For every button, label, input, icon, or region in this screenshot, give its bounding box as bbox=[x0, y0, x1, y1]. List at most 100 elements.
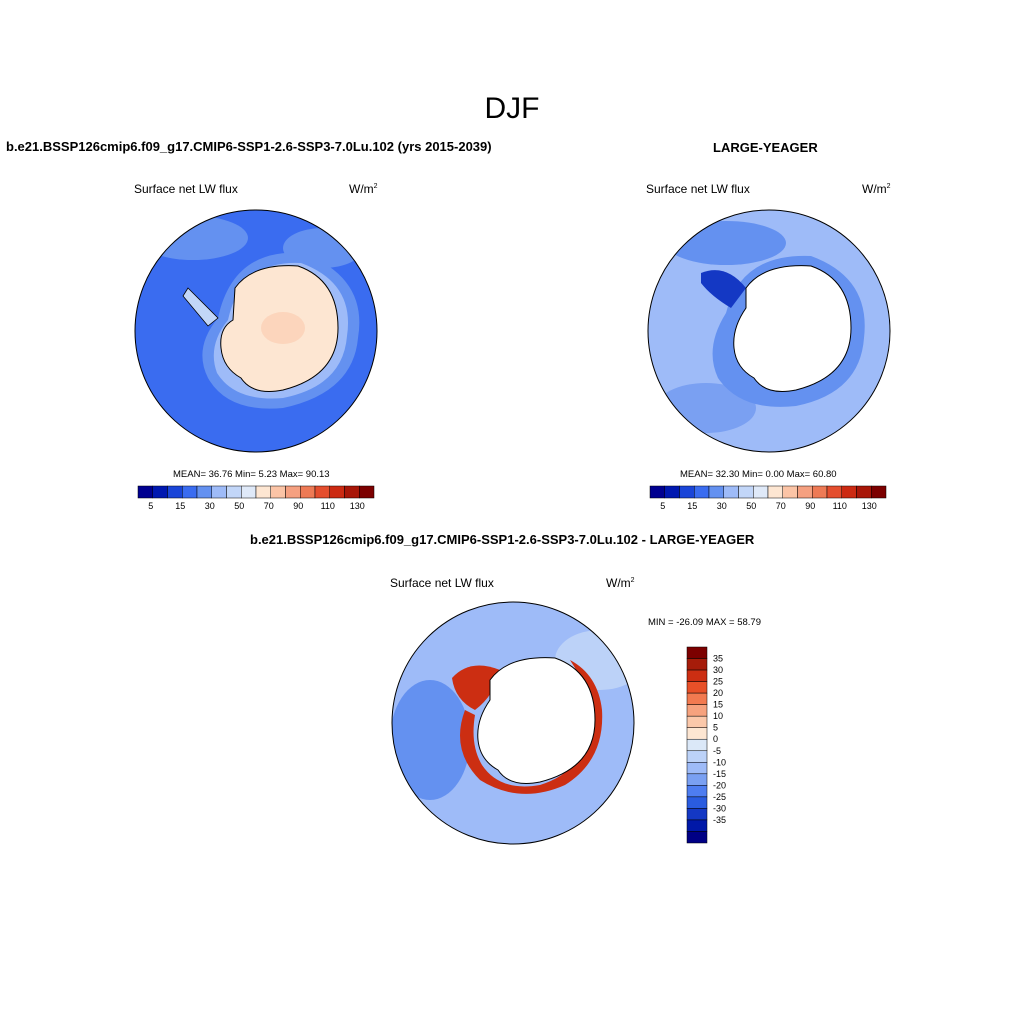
panel2-colorbar-swatch bbox=[812, 485, 828, 499]
panel2-colorbar-label: 30 bbox=[717, 501, 727, 511]
panel3-colorbar-label: -30 bbox=[713, 803, 726, 813]
panel1-units-label: W/m2 bbox=[349, 182, 378, 196]
panel3-colorbar-swatch bbox=[686, 762, 708, 775]
panel1-stats: MEAN= 36.76 Min= 5.23 Max= 90.13 bbox=[173, 469, 330, 480]
panel2-colorbar-swatch bbox=[753, 485, 769, 499]
panel1-colorbar-swatch bbox=[329, 485, 345, 499]
panel2-units-label: W/m2 bbox=[862, 182, 891, 196]
panel1-colorbar-swatch bbox=[270, 485, 286, 499]
panel3-colorbar-swatch bbox=[686, 773, 708, 786]
panel3-colorbar-label: -20 bbox=[713, 780, 726, 790]
panel3-colorbar-swatch bbox=[686, 692, 708, 705]
panel3-colorbar-label: 5 bbox=[713, 723, 718, 733]
panel1-map bbox=[134, 209, 378, 453]
panel2-stats: MEAN= 32.30 Min= 0.00 Max= 60.80 bbox=[680, 469, 837, 480]
panel2-variable-label: Surface net LW flux bbox=[646, 182, 750, 196]
panel3-variable-label: Surface net LW flux bbox=[390, 576, 494, 590]
panel2-title: LARGE-YEAGER bbox=[713, 140, 818, 155]
panel3-ocean-patch bbox=[392, 680, 470, 800]
panel1-ocean-patch bbox=[138, 216, 248, 260]
panel1-colorbar-label: 50 bbox=[234, 501, 244, 511]
panel3-colorbar-label: 15 bbox=[713, 700, 723, 710]
panel1-colorbar-swatch bbox=[152, 485, 168, 499]
panel1-colorbar-swatch bbox=[344, 485, 360, 499]
panel3-colorbar-swatch bbox=[686, 704, 708, 717]
panel3-colorbar-swatch bbox=[686, 669, 708, 682]
panel3-antarctica bbox=[477, 657, 596, 784]
panel1-colorbar-swatch bbox=[226, 485, 242, 499]
panel2-colorbar-swatch bbox=[694, 485, 710, 499]
panel2-colorbar-swatch bbox=[767, 485, 783, 499]
panel3-stats: MIN = -26.09 MAX = 58.79 bbox=[648, 617, 762, 628]
panel3-colorbar-swatch bbox=[686, 658, 708, 671]
panel2-antarctica bbox=[733, 265, 852, 392]
panel3-colorbar-label: 20 bbox=[713, 688, 723, 698]
panel2-ocean-patch bbox=[666, 221, 786, 265]
panel3-colorbar-swatch bbox=[686, 785, 708, 798]
panel1-colorbar-swatch bbox=[182, 485, 198, 499]
panel2-colorbar-swatch bbox=[797, 485, 813, 499]
panel3-map-border bbox=[391, 601, 635, 845]
panel2-colorbar-label: 50 bbox=[746, 501, 756, 511]
panel2-colorbar-swatch bbox=[856, 485, 872, 499]
panel1-colorbar-swatch bbox=[196, 485, 212, 499]
panel3-colorbar-label: 0 bbox=[713, 734, 718, 744]
panel2-colorbar-swatch bbox=[782, 485, 798, 499]
panel2-colorbar-swatch bbox=[871, 485, 887, 499]
panel2-colorbar-label: 15 bbox=[687, 501, 697, 511]
panel1-variable-label: Surface net LW flux bbox=[134, 182, 238, 196]
panel2-colorbar-swatch bbox=[679, 485, 695, 499]
panel3-colorbar-swatch bbox=[686, 831, 708, 844]
panel3-colorbar-swatch bbox=[686, 646, 708, 659]
panel3-colorbar-label: 10 bbox=[713, 711, 723, 721]
panel3-units-label: W/m2 bbox=[606, 576, 635, 590]
panel2-colorbar-label: 70 bbox=[776, 501, 786, 511]
panel3-colorbar-swatch bbox=[686, 808, 708, 821]
panel1-colorbar-swatch bbox=[359, 485, 375, 499]
panel3-colorbar-swatch bbox=[686, 738, 708, 752]
panel3-colorbar-label: 25 bbox=[713, 677, 723, 687]
panel2-map-border bbox=[647, 209, 891, 453]
panel3-colorbar-label: 35 bbox=[713, 654, 723, 664]
panel1-colorbar-label: 30 bbox=[205, 501, 215, 511]
panel1-map-border bbox=[134, 209, 378, 453]
panel1-colorbar-swatch bbox=[241, 485, 257, 499]
panel3-colorbar-label: -25 bbox=[713, 792, 726, 802]
main-title: DJF bbox=[484, 92, 540, 125]
panel3-colorbar-swatch bbox=[686, 819, 708, 832]
panel2-colorbar-swatch bbox=[649, 485, 665, 499]
panel1-colorbar-label: 90 bbox=[293, 501, 303, 511]
panel1-colorbar-swatch bbox=[300, 485, 316, 499]
panel1-colorbar-swatch bbox=[314, 485, 330, 499]
panel3-rim-red bbox=[452, 665, 500, 710]
panel1-colorbar-label: 5 bbox=[148, 501, 153, 511]
panel1-colorbar-swatch bbox=[211, 485, 227, 499]
panel1-colorbar-swatch bbox=[137, 485, 153, 499]
panel3-colorbar-swatch bbox=[686, 796, 708, 809]
panel2-rim-deep bbox=[701, 270, 746, 308]
panel2-colorbar-swatch bbox=[723, 485, 739, 499]
panel3-colorbar-label: 30 bbox=[713, 665, 723, 675]
panel1-land-patch bbox=[261, 312, 305, 344]
panel1-colorbar-swatch bbox=[255, 485, 271, 499]
panel3-colorbar-label: -35 bbox=[713, 815, 726, 825]
panel3-map bbox=[391, 601, 635, 845]
panel1-peninsula bbox=[182, 287, 219, 327]
panel3-colorbar-swatch bbox=[686, 715, 708, 728]
panel1-colorbar-label: 130 bbox=[350, 501, 365, 511]
panel2-colorbar-swatch bbox=[738, 485, 754, 499]
panel2-colorbar: 5 15 30 50 70 90 110 130 bbox=[649, 485, 887, 511]
panel1-colorbar-swatch bbox=[167, 485, 183, 499]
panel3-colorbar-swatch bbox=[686, 750, 708, 763]
panel1-colorbar-label: 15 bbox=[175, 501, 185, 511]
panel1-colorbar-label: 70 bbox=[264, 501, 274, 511]
panel1-title: b.e21.BSSP126cmip6.f09_g17.CMIP6-SSP1-2.… bbox=[6, 139, 492, 154]
panel2-colorbar-swatch bbox=[664, 485, 680, 499]
panel2-map bbox=[647, 209, 891, 453]
panel2-colorbar-swatch bbox=[708, 485, 724, 499]
panel3-colorbar-label: -10 bbox=[713, 757, 726, 767]
panel2-colorbar-label: 130 bbox=[862, 501, 877, 511]
panel2-colorbar-swatch bbox=[841, 485, 857, 499]
panel3-colorbar-label: -15 bbox=[713, 769, 726, 779]
